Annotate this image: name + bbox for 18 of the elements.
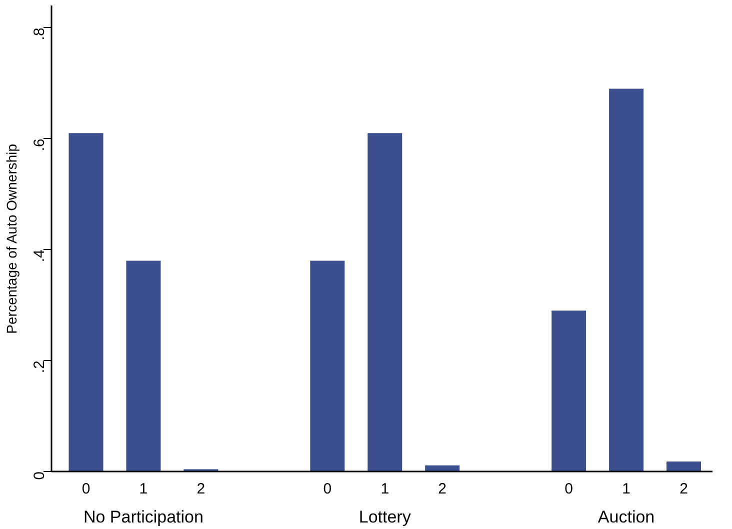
text: 1	[380, 480, 390, 498]
series-label: 2	[196, 480, 206, 498]
series-label: 1	[139, 480, 148, 498]
y-tick-label: .2	[31, 360, 48, 374]
text: 2	[680, 480, 688, 498]
text: 0	[564, 480, 573, 498]
x-tick-label: Lottery	[358, 508, 412, 526]
y-tick-label: .6	[31, 138, 48, 152]
y-tick-label: .8	[31, 28, 48, 40]
text: 2	[438, 480, 447, 498]
y-tick-label: 0	[31, 472, 48, 480]
x-tick-label: No Participation	[83, 508, 204, 526]
x-tick-label: Auction	[598, 508, 655, 526]
y-axis-title: Percentage of Auto Ownership	[4, 144, 20, 334]
text: 1	[622, 480, 630, 498]
text: 0	[323, 480, 332, 498]
series-label: 0	[82, 480, 90, 498]
y-tick-label: .4	[31, 250, 48, 262]
